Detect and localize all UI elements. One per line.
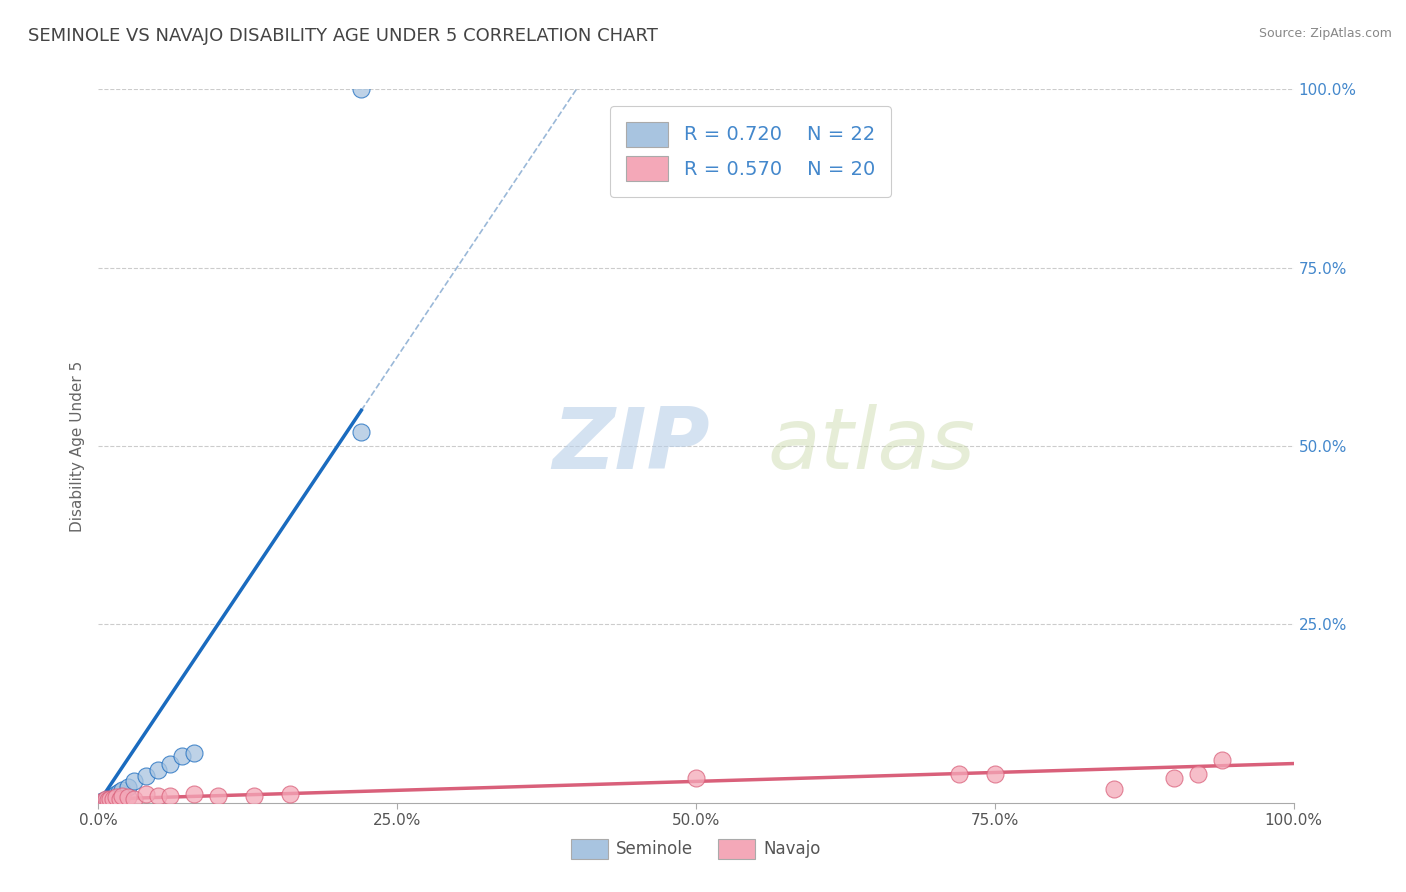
Point — [124, 791, 146, 805]
Point — [117, 780, 139, 794]
Point — [124, 774, 146, 789]
Point — [148, 789, 170, 803]
Point — [97, 793, 120, 807]
Legend: Seminole, Navajo: Seminole, Navajo — [565, 832, 827, 866]
Point — [98, 791, 122, 805]
Point — [159, 756, 181, 771]
Point — [183, 746, 205, 760]
Point — [107, 785, 129, 799]
Point — [105, 787, 128, 801]
Point — [159, 789, 181, 803]
Point — [94, 792, 117, 806]
Point — [1187, 767, 1209, 781]
Point — [98, 791, 121, 805]
Point — [172, 749, 194, 764]
Point — [101, 790, 124, 805]
Point — [1104, 781, 1126, 796]
Point — [101, 791, 124, 805]
Point — [93, 794, 115, 808]
Point — [148, 763, 170, 777]
Point — [98, 790, 122, 805]
Point — [207, 789, 229, 803]
Point — [96, 792, 118, 806]
Point — [117, 790, 139, 805]
Point — [111, 789, 134, 803]
Point — [1211, 753, 1233, 767]
Text: ZIP: ZIP — [553, 404, 710, 488]
Point — [105, 790, 128, 805]
Point — [984, 767, 1007, 781]
Point — [948, 767, 970, 781]
Point — [183, 787, 205, 801]
Point — [135, 787, 157, 801]
Point — [111, 783, 134, 797]
Point — [1163, 771, 1185, 785]
Point — [685, 771, 707, 785]
Point — [350, 425, 373, 439]
Point — [135, 769, 157, 783]
Point — [103, 789, 125, 803]
Point — [94, 793, 117, 807]
Text: Source: ZipAtlas.com: Source: ZipAtlas.com — [1258, 27, 1392, 40]
Point — [278, 787, 301, 801]
Text: SEMINOLE VS NAVAJO DISABILITY AGE UNDER 5 CORRELATION CHART: SEMINOLE VS NAVAJO DISABILITY AGE UNDER … — [28, 27, 658, 45]
Y-axis label: Disability Age Under 5: Disability Age Under 5 — [69, 360, 84, 532]
Point — [91, 794, 114, 808]
Point — [100, 790, 122, 805]
Text: atlas: atlas — [768, 404, 976, 488]
Point — [97, 791, 120, 805]
Point — [108, 792, 131, 806]
Point — [243, 789, 266, 803]
Point — [91, 794, 114, 808]
Point — [350, 82, 373, 96]
